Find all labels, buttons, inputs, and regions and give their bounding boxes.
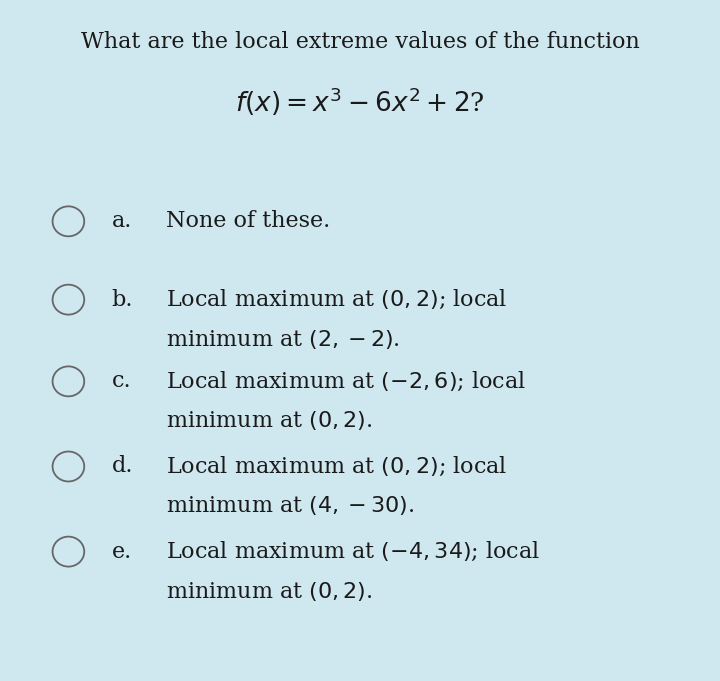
Text: b.: b. (112, 289, 133, 311)
Text: minimum at $(0, 2)$.: minimum at $(0, 2)$. (166, 580, 372, 603)
Text: minimum at $(0, 2)$.: minimum at $(0, 2)$. (166, 409, 372, 432)
Text: minimum at $(2, -2)$.: minimum at $(2, -2)$. (166, 328, 400, 351)
Text: a.: a. (112, 210, 132, 232)
Text: Local maximum at $(0, 2)$; local: Local maximum at $(0, 2)$; local (166, 288, 507, 311)
Text: $f(x) = x^3 - 6x^2 + 2$?: $f(x) = x^3 - 6x^2 + 2$? (235, 85, 485, 118)
Text: Local maximum at $(-2, 6)$; local: Local maximum at $(-2, 6)$; local (166, 370, 526, 393)
Text: None of these.: None of these. (166, 210, 330, 232)
Text: Local maximum at $(0, 2)$; local: Local maximum at $(0, 2)$; local (166, 455, 507, 478)
Text: Local maximum at $(-4, 34)$; local: Local maximum at $(-4, 34)$; local (166, 540, 540, 563)
Text: minimum at $(4, -30)$.: minimum at $(4, -30)$. (166, 494, 414, 518)
Text: d.: d. (112, 456, 133, 477)
Text: e.: e. (112, 541, 132, 563)
Text: What are the local extreme values of the function: What are the local extreme values of the… (81, 31, 639, 52)
Text: c.: c. (112, 370, 131, 392)
